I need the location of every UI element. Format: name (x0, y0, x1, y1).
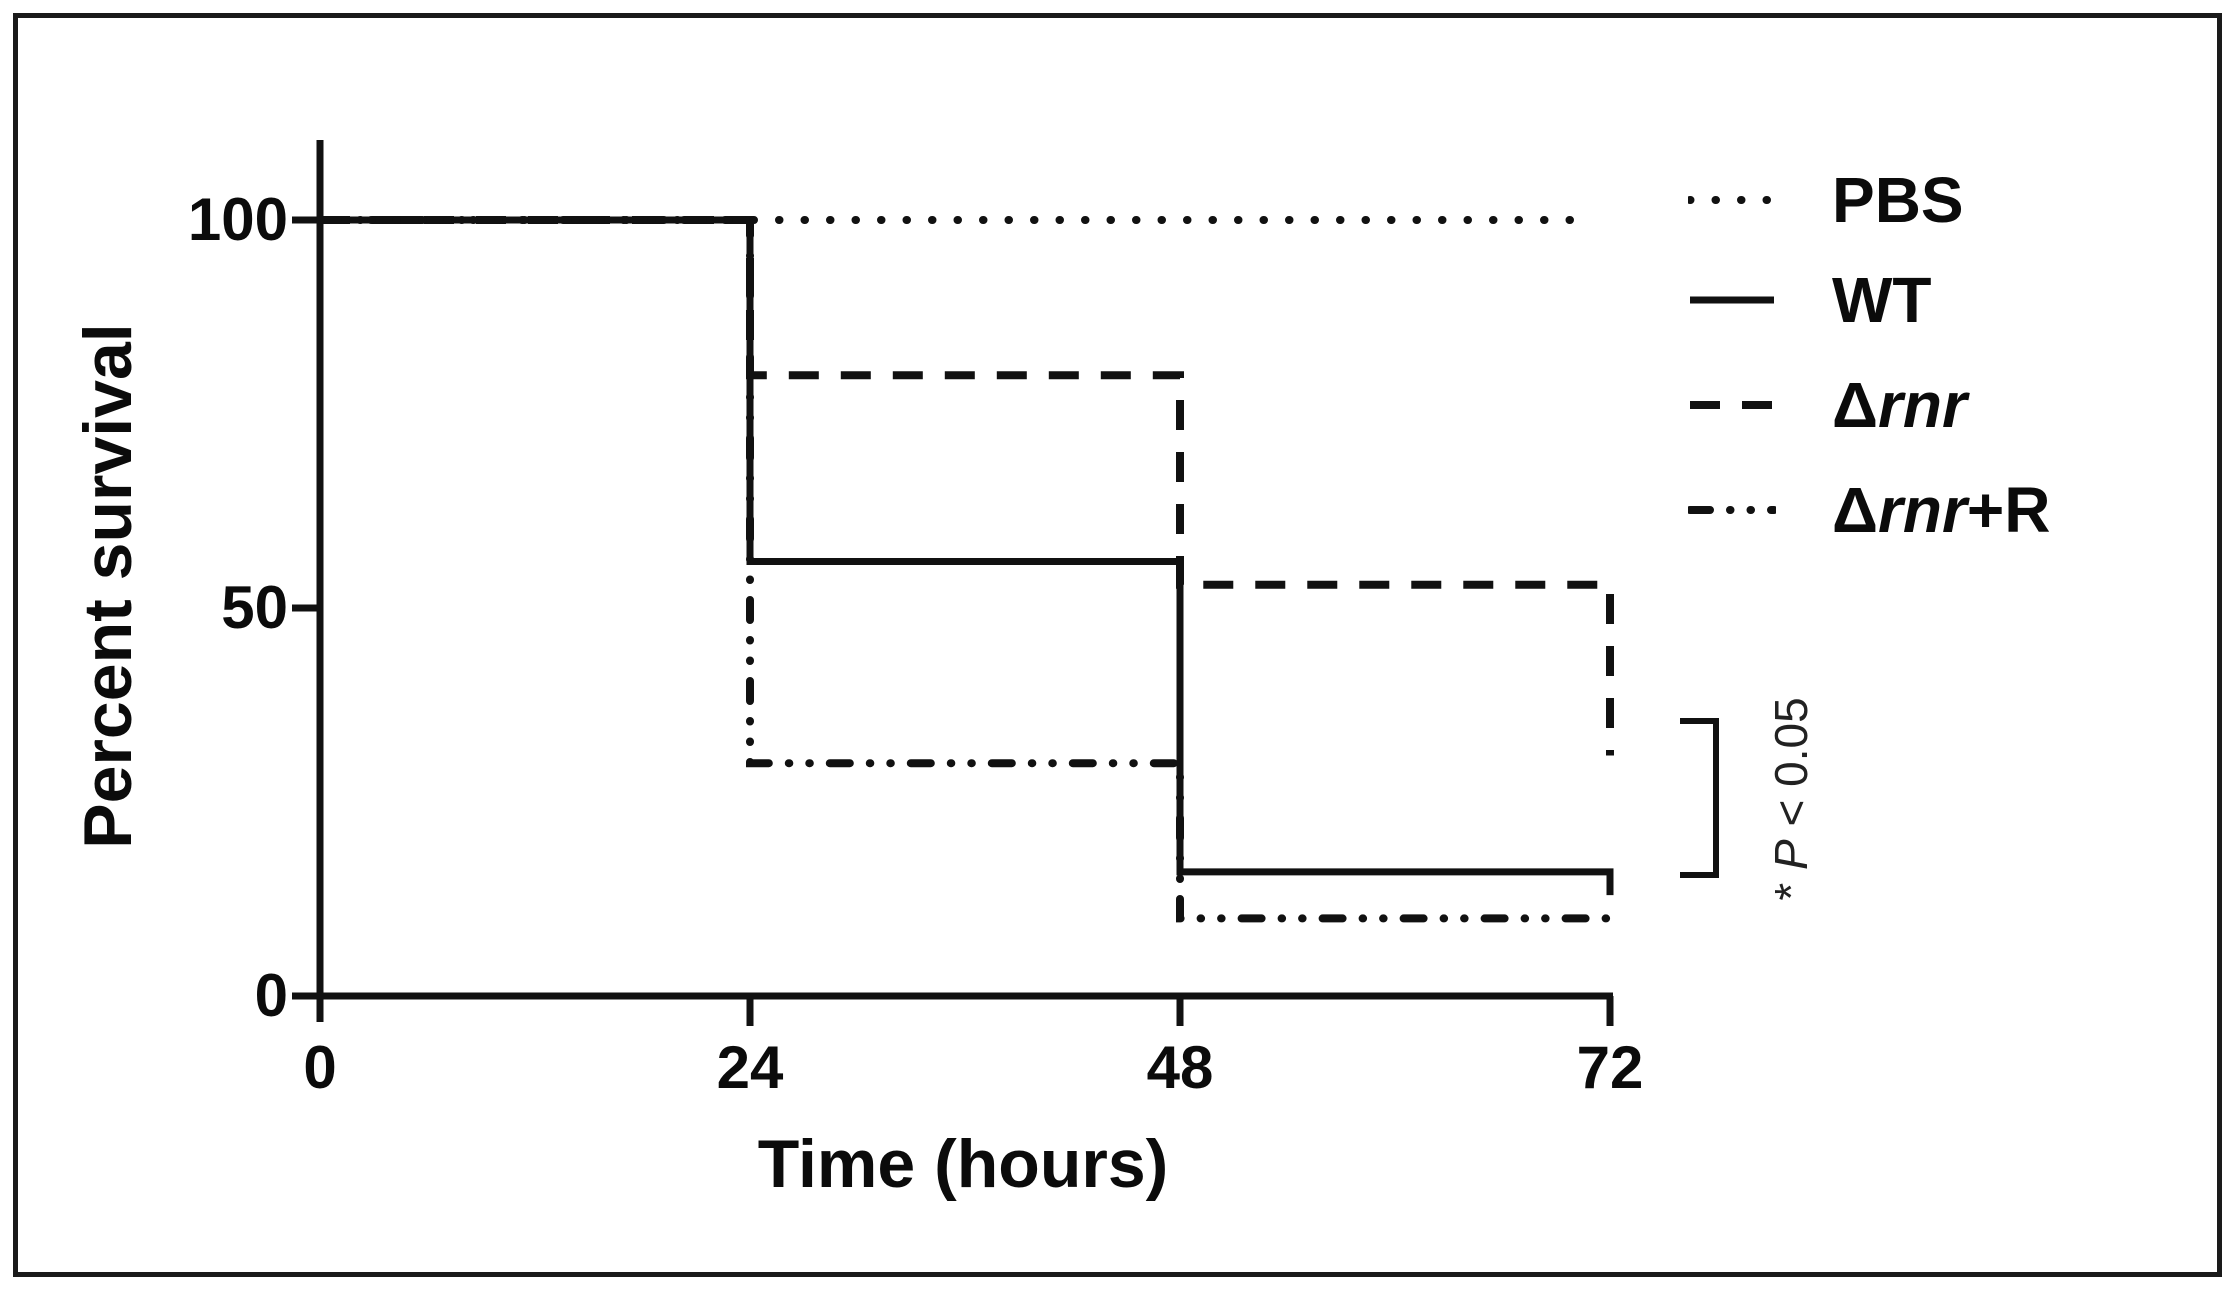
legend-label-text: PBS (1832, 164, 1964, 236)
x-tick-label-72: 72 (1576, 1034, 1644, 1101)
legend-item-wt: WT (1688, 265, 1932, 335)
legend-item-rnr: Δrnr (1688, 370, 1967, 440)
curve-Delta-rnr-plus-R (316, 216, 1614, 923)
figure-border (13, 13, 2222, 1277)
x-axis-title: Time (hours) (757, 1126, 1169, 1202)
significance-value: < 0.05 (1765, 697, 1817, 840)
y-tick-label-0: 0 (254, 962, 288, 1029)
significance-annotation: * P < 0.05 (1764, 697, 1818, 900)
y-tick-label-100: 100 (187, 186, 288, 253)
legend-label-text: WT (1832, 264, 1932, 336)
significance-bracket (1680, 718, 1719, 878)
curve-WT (320, 216, 1614, 896)
legend-line-sample-solid (1690, 296, 1774, 304)
x-tick-label-48: 48 (1146, 1034, 1214, 1101)
legend-line-sample-dashed (1690, 401, 1774, 409)
legend-item-rnr-plus-r: Δrnr+R (1688, 475, 2051, 545)
significance-p: P (1765, 839, 1817, 870)
legend-label-rnr-plus-r: Δrnr+R (1832, 478, 2051, 542)
legend-label-wt: WT (1832, 268, 1932, 332)
legend-item-pbs: PBS (1688, 165, 1964, 235)
legend-label-text: Δ (1832, 369, 1878, 441)
legend-line-sample-dash-dot-dot (1688, 506, 1776, 514)
legend-line-sample-dotted (1688, 196, 1776, 204)
legend-label-italic: rnr (1878, 474, 1967, 546)
legend-label-pbs: PBS (1832, 168, 1964, 232)
x-tick-label-24: 24 (716, 1034, 784, 1101)
curve-Delta-rnr (320, 216, 1614, 756)
significance-asterisk: * (1765, 869, 1817, 901)
legend-label-italic: rnr (1878, 369, 1967, 441)
legend-label-text: +R (1966, 474, 2051, 546)
legend-label-text: Δ (1832, 474, 1878, 546)
x-tick-label-0: 0 (303, 1034, 337, 1101)
y-axis-title: Percent survival (70, 323, 146, 849)
legend-label-rnr: Δrnr (1832, 373, 1967, 437)
y-tick-label-50: 50 (221, 574, 288, 641)
